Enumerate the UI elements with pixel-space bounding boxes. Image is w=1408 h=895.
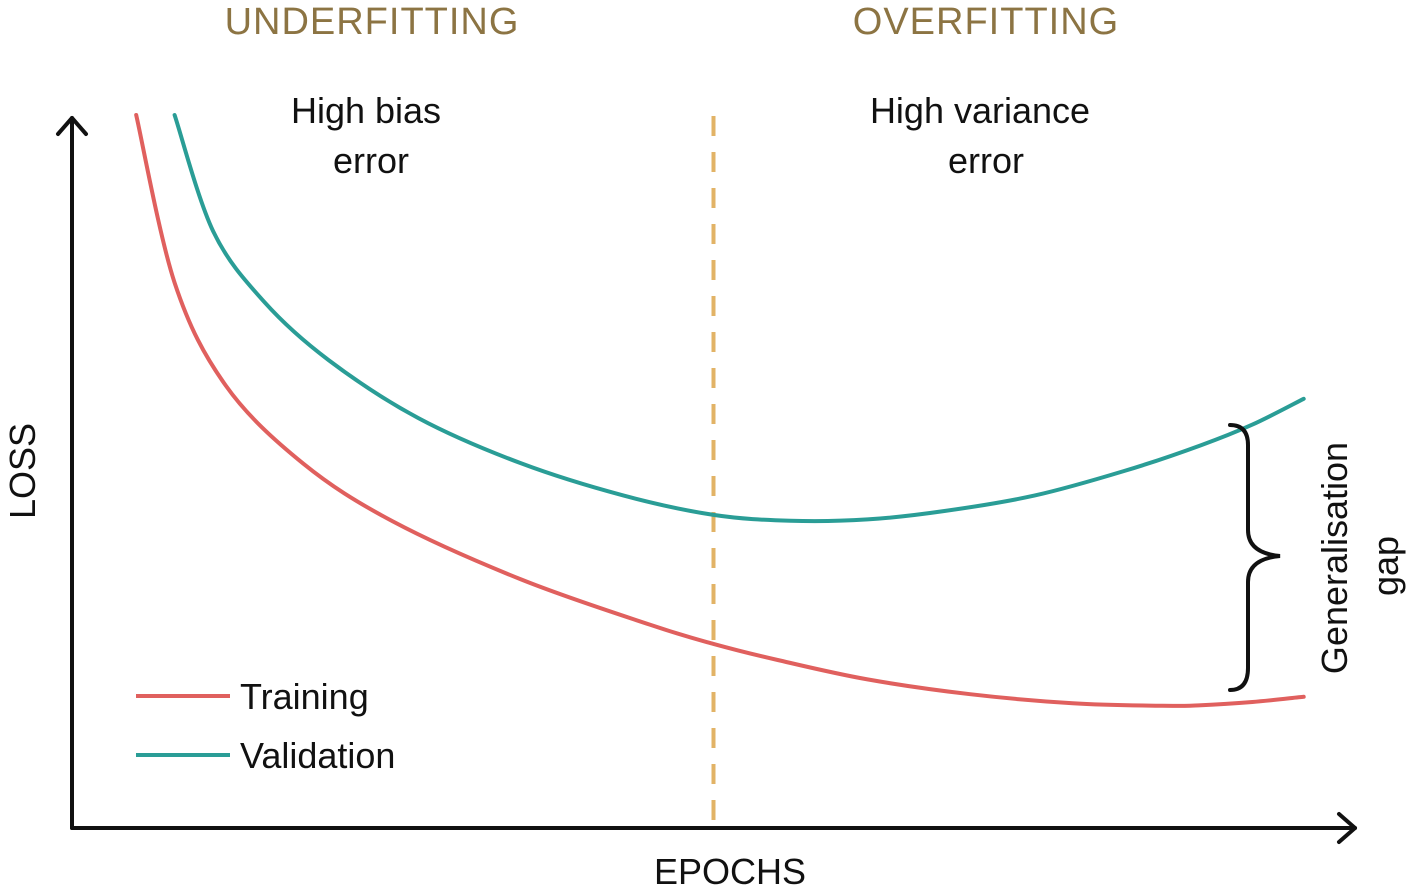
legend-label-validation: Validation xyxy=(240,735,395,776)
legend-label-training: Training xyxy=(240,676,369,717)
x-axis-arrow-icon xyxy=(1337,812,1357,844)
generalisation-gap-label-line2: gap xyxy=(1365,536,1406,596)
high-variance-note-line2: error xyxy=(948,140,1024,181)
validation-curve xyxy=(172,113,1306,524)
y-axis-arrow-icon xyxy=(56,116,88,136)
overfitting-label: OVERFITTING xyxy=(853,1,1119,43)
generalisation-gap-label-line1: Generalisation xyxy=(1314,442,1355,674)
high-bias-note-line2: error xyxy=(333,140,409,181)
x-axis-label: EPOCHS xyxy=(654,851,806,892)
axes xyxy=(56,116,1357,844)
high-variance-note-line1: High variance xyxy=(870,90,1090,131)
training-curve xyxy=(134,113,1306,708)
underfitting-label: UNDERFITTING xyxy=(225,1,520,43)
legend: Training Validation xyxy=(136,676,395,776)
y-axis-label: LOSS xyxy=(2,423,43,519)
generalisation-gap-brace-icon xyxy=(1228,423,1281,692)
high-bias-note-line1: High bias xyxy=(291,90,441,131)
